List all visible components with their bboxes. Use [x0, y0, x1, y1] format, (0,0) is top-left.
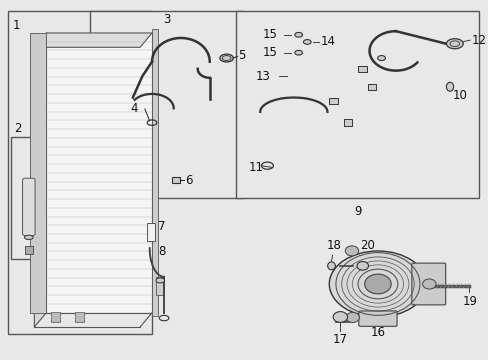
Bar	[11, 137, 46, 259]
Ellipse shape	[446, 82, 453, 91]
Ellipse shape	[327, 262, 335, 270]
Bar	[30, 33, 46, 313]
Bar	[156, 277, 164, 295]
Ellipse shape	[24, 235, 33, 239]
Text: 11: 11	[248, 161, 263, 174]
Text: 8: 8	[158, 245, 165, 258]
Bar	[367, 84, 375, 90]
Text: 3: 3	[163, 13, 170, 26]
Circle shape	[345, 246, 358, 256]
Bar	[75, 312, 83, 321]
FancyBboxPatch shape	[22, 178, 35, 235]
Circle shape	[356, 262, 368, 270]
Bar	[89, 12, 243, 198]
Ellipse shape	[377, 55, 385, 60]
Bar	[328, 98, 337, 104]
Text: 9: 9	[353, 205, 361, 218]
Polygon shape	[46, 33, 152, 313]
Text: 15: 15	[262, 46, 277, 59]
Polygon shape	[34, 33, 152, 47]
Bar	[171, 177, 180, 183]
Circle shape	[332, 312, 347, 322]
Bar	[147, 223, 155, 241]
Text: 14: 14	[320, 35, 335, 49]
Circle shape	[346, 312, 359, 323]
Ellipse shape	[303, 40, 310, 44]
Text: 20: 20	[359, 239, 374, 252]
Text: 18: 18	[326, 239, 341, 252]
Polygon shape	[34, 33, 46, 327]
Text: 12: 12	[470, 33, 485, 47]
Text: 1: 1	[13, 19, 20, 32]
Bar	[25, 246, 33, 253]
Bar	[357, 66, 366, 72]
Text: 15: 15	[262, 28, 277, 41]
Ellipse shape	[328, 251, 426, 317]
Text: 19: 19	[462, 295, 477, 308]
Ellipse shape	[220, 54, 233, 62]
Text: 10: 10	[451, 89, 467, 102]
Text: 17: 17	[332, 333, 347, 346]
Circle shape	[364, 274, 390, 294]
Ellipse shape	[294, 50, 302, 55]
Text: 7: 7	[158, 220, 165, 233]
Ellipse shape	[446, 39, 462, 49]
Bar	[51, 312, 60, 321]
Text: 13: 13	[255, 69, 270, 82]
Bar	[236, 12, 478, 198]
Ellipse shape	[156, 278, 164, 283]
Text: 2: 2	[14, 122, 21, 135]
FancyBboxPatch shape	[358, 311, 396, 326]
Ellipse shape	[294, 32, 302, 37]
FancyBboxPatch shape	[411, 263, 445, 305]
Text: 6: 6	[184, 174, 192, 186]
Bar	[343, 120, 351, 126]
Text: 4: 4	[130, 102, 138, 115]
Text: 5: 5	[238, 49, 245, 62]
Circle shape	[422, 279, 435, 289]
Bar	[152, 30, 158, 316]
Bar	[8, 12, 152, 334]
Text: 16: 16	[370, 326, 385, 339]
